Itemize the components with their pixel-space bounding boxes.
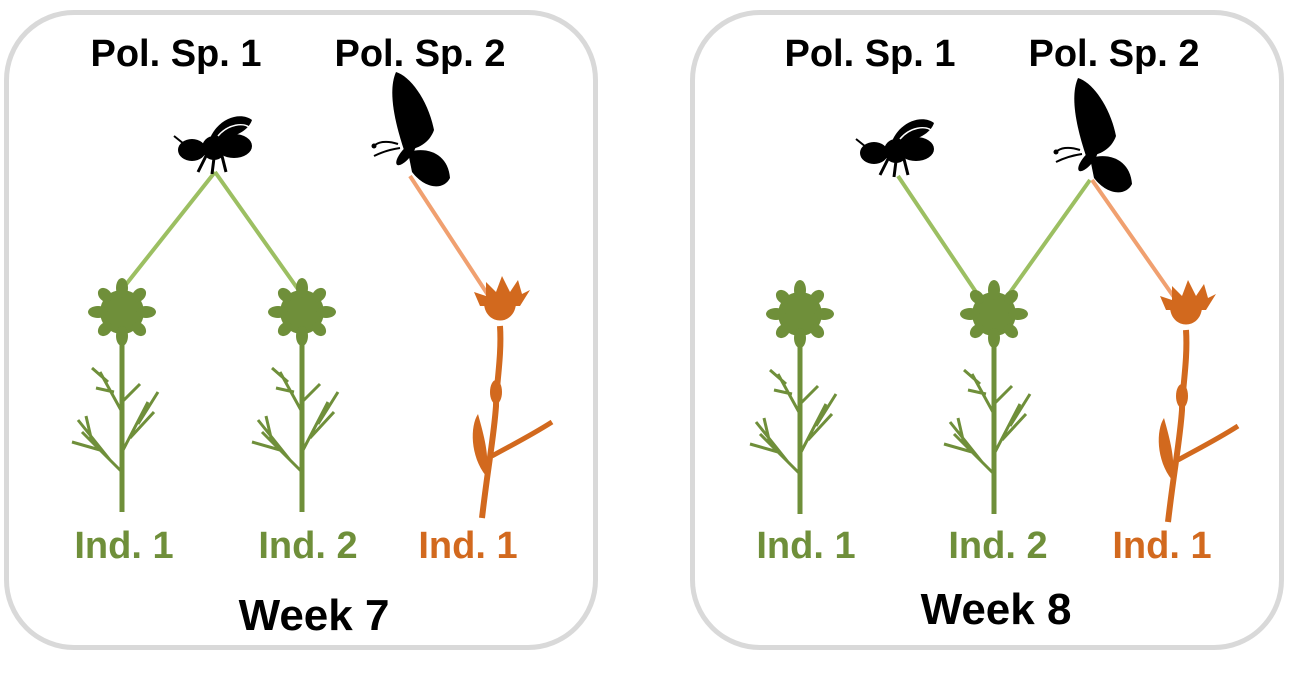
pollinator-label-1: Pol. Sp. 1 — [90, 33, 261, 75]
orange-flower-plant-icon — [1159, 280, 1238, 522]
plant-label: Ind. 1 — [756, 525, 855, 567]
bee-icon — [854, 117, 936, 179]
pollinator-label-2: Pol. Sp. 2 — [334, 33, 505, 75]
pollinator-label-1: Pol. Sp. 1 — [784, 33, 955, 75]
plant-label: Ind. 1 — [1112, 525, 1211, 567]
week-8-links — [896, 174, 1178, 302]
week-label: Week 8 — [921, 585, 1072, 634]
week-7-links — [118, 170, 492, 300]
orange-flower-plant-icon — [473, 276, 552, 518]
link-pol2-ind2-green — [1004, 178, 1092, 300]
butterfly-icon — [370, 71, 451, 188]
week-label: Week 7 — [239, 591, 390, 640]
daisy-plant-icon — [252, 278, 338, 512]
butterfly-icon — [1052, 77, 1133, 194]
link-pol1-ind2-green — [213, 170, 302, 294]
bee-icon — [172, 114, 254, 176]
link-pol1-ind2-green — [896, 174, 982, 300]
plant-label: Ind. 1 — [74, 525, 173, 567]
plant-label: Ind. 2 — [948, 525, 1047, 567]
pollinator-label-2: Pol. Sp. 2 — [1028, 33, 1199, 75]
link-pol2-ind1-orange — [408, 174, 492, 300]
plant-label: Ind. 2 — [258, 525, 357, 567]
daisy-plant-icon — [750, 280, 836, 514]
daisy-plant-icon — [72, 278, 158, 512]
daisy-plant-icon — [944, 280, 1030, 514]
plant-label: Ind. 1 — [418, 525, 517, 567]
link-pol2-ind1-orange — [1090, 178, 1178, 302]
link-pol1-ind1-green — [118, 170, 217, 294]
